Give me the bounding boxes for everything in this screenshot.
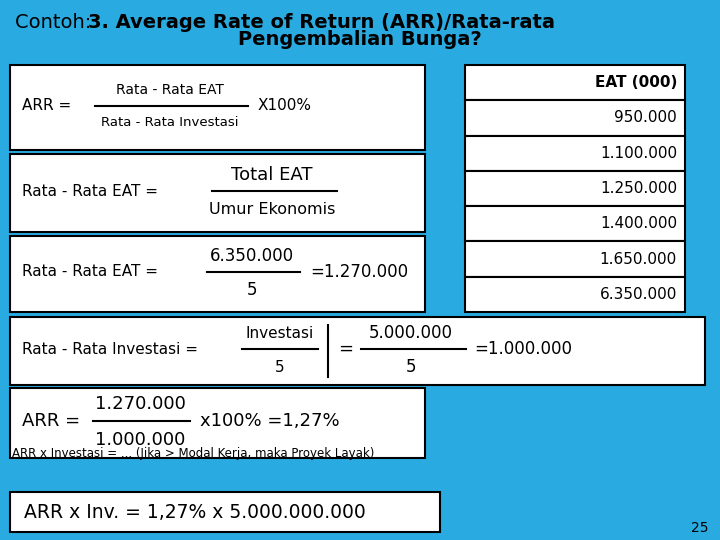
Text: Investasi: Investasi: [246, 326, 314, 341]
Bar: [465, 276, 685, 312]
Text: 950.000: 950.000: [614, 110, 677, 125]
Bar: [10, 65, 425, 150]
Bar: [10, 154, 425, 232]
Text: =: =: [338, 340, 353, 358]
Text: Umur Ekonomis: Umur Ekonomis: [209, 202, 336, 218]
Text: Rata - Rata Investasi =: Rata - Rata Investasi =: [22, 341, 198, 356]
Bar: [10, 492, 440, 532]
Text: Rata - Rata EAT =: Rata - Rata EAT =: [22, 265, 158, 280]
Text: 3. Average Rate of Return (ARR)/Rata-rata: 3. Average Rate of Return (ARR)/Rata-rat…: [88, 13, 555, 32]
Text: 5: 5: [275, 360, 285, 375]
Text: 6.350.000: 6.350.000: [600, 287, 677, 302]
Text: 1.100.000: 1.100.000: [600, 146, 677, 161]
Text: Contoh:: Contoh:: [15, 13, 97, 32]
Bar: [10, 317, 705, 385]
Bar: [10, 388, 425, 458]
Text: 1.650.000: 1.650.000: [600, 252, 677, 267]
Text: 5: 5: [406, 358, 416, 376]
Text: 6.350.000: 6.350.000: [210, 247, 294, 265]
Text: ARR =: ARR =: [22, 412, 80, 430]
Text: ARR x Investasi = ... (Jika > Modal Kerja, maka Proyek Layak): ARR x Investasi = ... (Jika > Modal Kerj…: [12, 447, 374, 460]
Text: Rata - Rata EAT =: Rata - Rata EAT =: [22, 184, 158, 199]
Text: =1.270.000: =1.270.000: [310, 263, 408, 281]
Text: Rata - Rata EAT: Rata - Rata EAT: [116, 83, 224, 97]
Text: 5.000.000: 5.000.000: [369, 324, 453, 342]
Text: =1.000.000: =1.000.000: [474, 340, 572, 358]
Text: ARR =: ARR =: [22, 98, 71, 113]
Text: Pengembalian Bunga?: Pengembalian Bunga?: [238, 30, 482, 49]
Bar: [10, 236, 425, 312]
Text: 25: 25: [690, 521, 708, 535]
Text: 1.400.000: 1.400.000: [600, 217, 677, 231]
Bar: [465, 171, 685, 206]
Text: 1.250.000: 1.250.000: [600, 181, 677, 196]
Text: X100%: X100%: [258, 98, 312, 113]
Text: 5: 5: [247, 281, 257, 299]
Text: 1.000.000: 1.000.000: [95, 431, 185, 449]
Bar: [465, 65, 685, 100]
Text: x100% =1,27%: x100% =1,27%: [200, 412, 340, 430]
Bar: [465, 241, 685, 276]
Text: ARR x Inv. = 1,27% x 5.000.000.000: ARR x Inv. = 1,27% x 5.000.000.000: [24, 503, 366, 522]
Text: EAT (000): EAT (000): [595, 75, 677, 90]
Bar: [465, 206, 685, 241]
Bar: [465, 100, 685, 136]
Text: Total EAT: Total EAT: [231, 166, 312, 184]
Bar: [465, 136, 685, 171]
Text: Rata - Rata Investasi: Rata - Rata Investasi: [102, 116, 239, 129]
Text: 1.270.000: 1.270.000: [94, 395, 186, 413]
